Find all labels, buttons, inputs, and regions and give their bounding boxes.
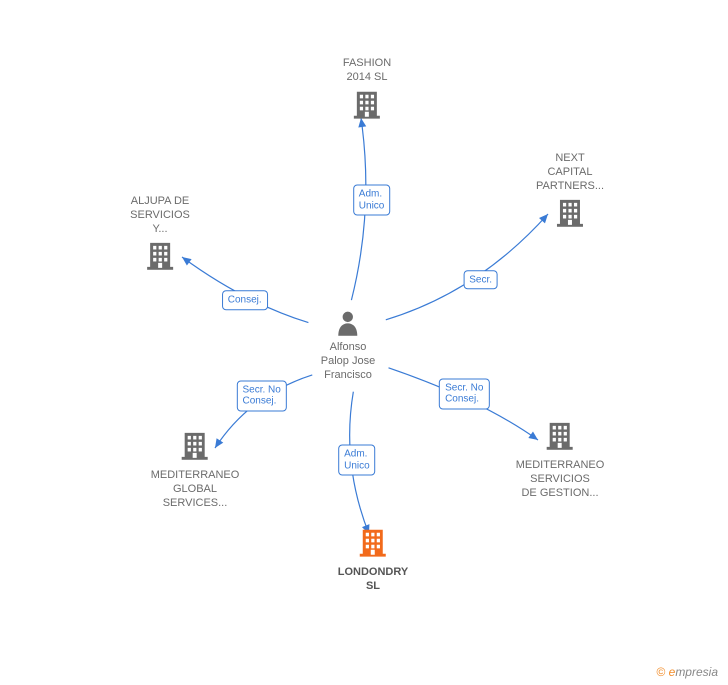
building-icon — [180, 430, 210, 460]
edge-label: Adm. Unico — [353, 185, 391, 216]
center-label: Alfonso Palop Jose Francisco — [321, 341, 375, 382]
company-node: MEDITERRANEO GLOBAL SERVICES... — [151, 430, 240, 510]
copyright-symbol: © — [656, 665, 665, 679]
company-label: NEXT CAPITAL PARTNERS... — [536, 152, 604, 193]
watermark: © empresia — [656, 665, 718, 679]
diagram-canvas: Alfonso Palop Jose Francisco FASHION 2014… — [0, 0, 728, 685]
company-node: ALJUPA DE SERVICIOS Y... — [130, 195, 190, 275]
company-label: ALJUPA DE SERVICIOS Y... — [130, 195, 190, 236]
company-node: LONDONDRY SL — [338, 527, 408, 594]
company-label: FASHION 2014 SL — [343, 57, 391, 85]
company-node: MEDITERRANEO SERVICIOS DE GESTION... — [516, 420, 605, 500]
person-icon — [337, 310, 359, 336]
company-node: FASHION 2014 SL — [343, 57, 391, 124]
edge-label: Consej. — [222, 290, 268, 310]
company-node: NEXT CAPITAL PARTNERS... — [536, 152, 604, 232]
company-label: MEDITERRANEO SERVICIOS DE GESTION... — [516, 459, 605, 500]
building-icon — [352, 88, 382, 118]
building-icon — [545, 420, 575, 450]
company-label: LONDONDRY SL — [338, 566, 408, 594]
edge-label: Secr. No Consej. — [236, 380, 286, 411]
edge-label: Secr. No Consej. — [439, 378, 489, 409]
company-label: MEDITERRANEO GLOBAL SERVICES... — [151, 469, 240, 510]
building-icon — [145, 240, 175, 270]
edge-label: Secr. — [463, 270, 498, 290]
building-icon — [358, 527, 388, 557]
watermark-text: mpresia — [675, 665, 718, 679]
building-icon — [555, 197, 585, 227]
center-node: Alfonso Palop Jose Francisco — [321, 310, 375, 382]
edge-line — [386, 214, 548, 320]
edge-label: Adm. Unico — [338, 445, 376, 476]
